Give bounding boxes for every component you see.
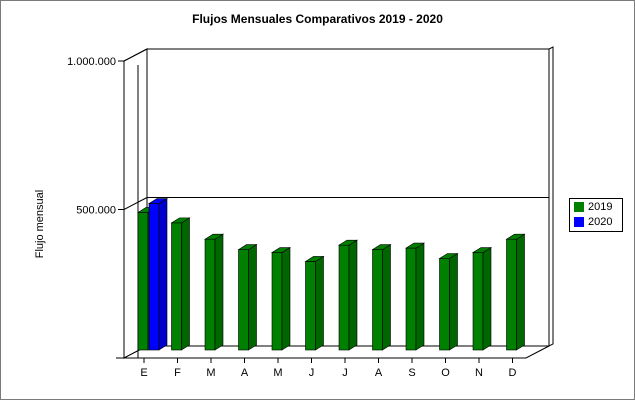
bar-side (181, 217, 190, 351)
bar-top (371, 244, 392, 250)
bar-side (516, 233, 525, 351)
bar (404, 242, 426, 351)
y-tick-label: 500.000 (76, 205, 116, 217)
bar-top (471, 247, 493, 253)
right-wall (548, 46, 554, 347)
y-axis-ticks: 500.000 1.000.000 (67, 48, 549, 217)
legend-label-2019: 2019 (588, 201, 613, 213)
bar-side (158, 198, 168, 351)
bar-top (505, 233, 526, 240)
bar-top (170, 217, 191, 224)
chart-bars (136, 198, 526, 351)
bar-front (405, 247, 417, 351)
bar-front (204, 238, 216, 351)
y-tick-label: 1.000.000 (67, 56, 116, 68)
x-tick-label: M (273, 367, 282, 379)
bar (371, 244, 392, 351)
x-tick-label: F (174, 367, 181, 379)
bar-front (305, 261, 316, 351)
bar-side (248, 244, 257, 351)
legend: 2019 2020 (569, 198, 623, 232)
bar-front (472, 252, 484, 351)
bar-top (147, 198, 169, 204)
legend-swatch-2020 (574, 217, 584, 227)
bar-front (238, 249, 249, 351)
bar-top (404, 242, 426, 249)
bar-front (148, 203, 160, 351)
bar-front (372, 249, 383, 351)
bar (237, 244, 258, 351)
bar (438, 252, 459, 351)
legend-item-2019: 2019 (570, 200, 622, 214)
y-tick-diagonal (123, 197, 148, 210)
bar (304, 255, 325, 351)
legend-swatch-2019 (574, 202, 584, 212)
bar-side (214, 233, 224, 351)
bar-front (171, 222, 182, 351)
bar-side (348, 239, 358, 351)
bar-top (337, 239, 359, 246)
x-tick-label: A (375, 367, 383, 379)
bar-front (439, 258, 450, 351)
bar (471, 247, 493, 351)
y-tick-diagonal (123, 48, 148, 62)
x-tick-label: N (475, 367, 483, 379)
bar-side (281, 247, 291, 351)
bar-top (304, 256, 325, 262)
bar-side (482, 247, 492, 351)
bar (147, 198, 169, 351)
bar-front (271, 252, 283, 351)
x-tick-label: S (408, 367, 415, 379)
x-tick-label: E (140, 367, 147, 379)
x-tick-label: D (509, 367, 517, 379)
x-tick-label: J (342, 367, 348, 379)
chart-title: Flujos Mensuales Comparativos 2019 - 202… (192, 12, 443, 26)
bar-side (315, 255, 324, 351)
bar-top (203, 233, 225, 240)
bar-front (506, 238, 517, 351)
legend-label-2020: 2020 (588, 216, 613, 228)
bar (203, 233, 225, 351)
x-tick-label: A (241, 367, 249, 379)
bar-front (137, 212, 149, 351)
bar (270, 247, 292, 351)
x-tick-label: J (309, 367, 315, 379)
bar (170, 217, 191, 351)
bar-side (449, 252, 458, 351)
bar-front (338, 244, 350, 351)
bar (505, 233, 526, 351)
x-tick-label: O (441, 367, 450, 379)
bar (337, 239, 359, 351)
bar-side (415, 242, 425, 351)
bar-side (382, 244, 391, 351)
bar-top (270, 247, 292, 253)
legend-item-2020: 2020 (570, 215, 622, 229)
bar-top (438, 253, 459, 259)
bar-top (237, 244, 258, 250)
x-tick-label: M (206, 367, 215, 379)
